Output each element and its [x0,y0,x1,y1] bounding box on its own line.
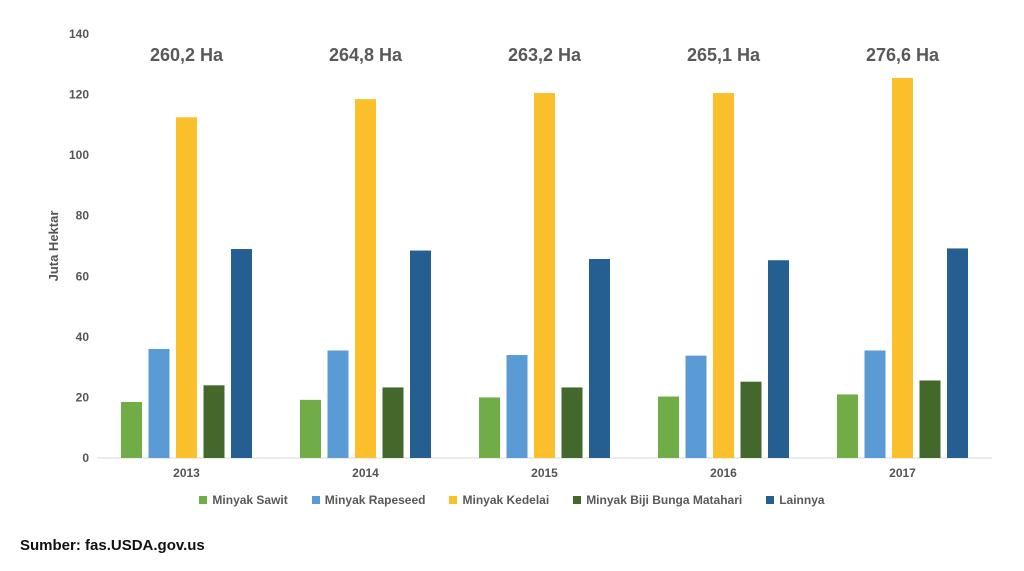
x-tick-label: 2016 [710,466,737,480]
bar [713,93,734,459]
year-totals: 260,2 Ha 264,8 Ha 263,2 Ha 265,1 Ha 276,6 Ha [150,45,940,65]
y-tick-label: 0 [82,451,89,465]
y-tick-label: 120 [69,88,89,102]
bar [506,355,528,458]
bar [685,355,707,458]
legend-label: Minyak Biji Bunga Matahari [586,493,743,507]
legend-item: Lainnya [766,493,825,507]
legend-swatch [311,496,320,504]
legend-item: Minyak Biji Bunga Matahari [573,493,742,507]
year-total-label: 260,2 Ha [150,45,224,65]
year-total-label: 265,1 Ha [687,45,761,65]
legend-swatch [449,496,458,504]
y-tick-label: 60 [76,269,90,283]
bar [410,250,431,458]
bar [203,385,225,458]
legend: Minyak Sawit Minyak Rapeseed Minyak Kedela… [0,490,1024,510]
legend-label: Minyak Rapeseed [324,493,426,507]
bar [561,387,583,458]
bar [121,401,142,458]
bar [919,380,941,458]
legend-swatch [199,496,208,504]
bar [176,117,197,459]
legend-swatch [573,496,582,504]
y-tick-label: 40 [76,330,90,344]
y-tick-label: 100 [69,148,89,162]
bars [121,77,968,459]
bar [148,348,170,458]
bar [768,260,789,458]
y-axis: 0 20 40 60 80 100 120 140 [69,27,89,465]
x-axis: 2013 2014 2015 2016 2017 [97,457,992,480]
year-total-label: 276,6 Ha [866,45,940,65]
bar [892,77,913,459]
legend-label: Lainnya [779,493,825,507]
bar [740,381,762,458]
y-tick-label: 20 [76,390,90,404]
legend-label: Minyak Sawit [212,493,288,507]
x-tick-label: 2013 [173,466,200,480]
year-total-label: 264,8 Ha [329,45,403,65]
bar [658,396,679,458]
bar [534,93,555,459]
bar [382,387,404,458]
bar [864,350,886,458]
x-tick-label: 2015 [531,466,558,480]
legend-label: Minyak Kedelai [462,493,550,507]
legend-item: Minyak Kedelai [449,493,549,507]
y-tick-label: 80 [76,209,90,223]
source-note: Sumber: fas.USDA.gov.us [20,537,205,554]
bar [300,399,321,458]
year-total-label: 263,2 Ha [508,45,582,65]
bar [327,350,349,458]
y-axis-label: Juta Hektar [46,211,61,282]
legend-swatch [766,496,775,504]
bar [837,394,858,458]
x-tick-label: 2017 [889,466,916,480]
bar [355,99,376,458]
legend-item: Minyak Rapeseed [311,493,426,507]
x-tick-label: 2014 [352,466,379,480]
legend-item: Minyak Sawit [199,493,288,507]
y-tick-label: 140 [69,27,89,41]
bar [231,249,252,458]
bar [479,397,500,458]
bar [947,248,968,458]
bar [589,259,610,458]
